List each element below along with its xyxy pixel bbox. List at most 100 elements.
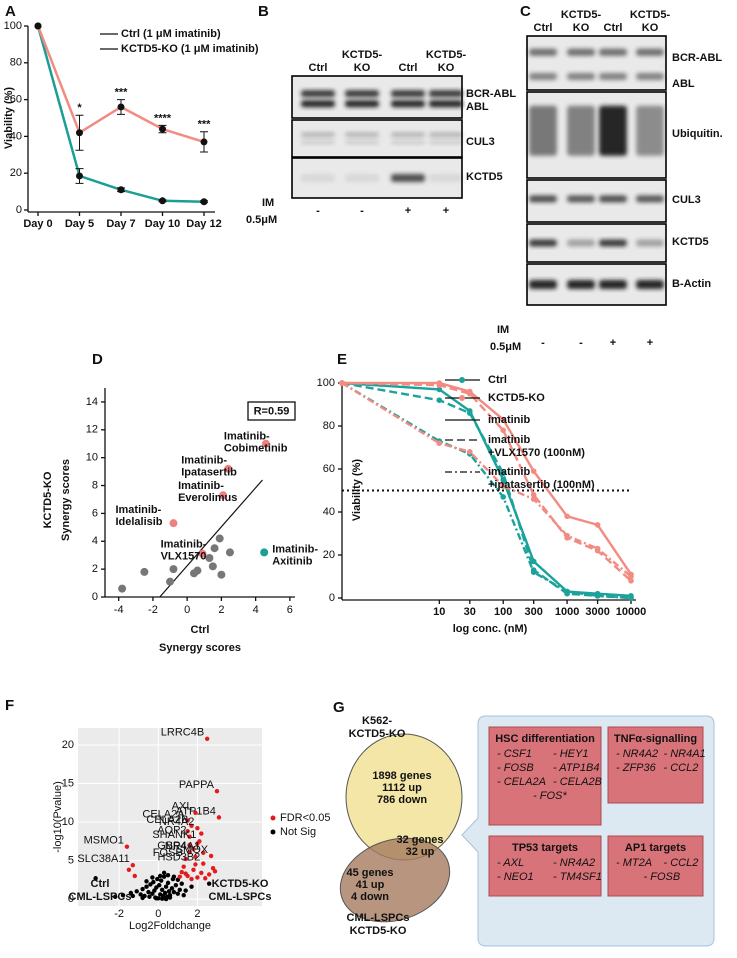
band xyxy=(567,239,595,247)
gene-set-title: AP1 targets xyxy=(625,842,686,854)
gene-name: - FOSB xyxy=(644,871,681,883)
data-point xyxy=(201,861,206,866)
lane-label: KCTD5- xyxy=(630,9,671,21)
y-tick-label: 100 xyxy=(317,377,335,389)
y-tick-label: 80 xyxy=(10,57,22,69)
treatment-sign: + xyxy=(405,205,411,217)
data-point xyxy=(628,595,634,601)
legend-marker xyxy=(270,815,276,821)
band xyxy=(599,48,627,56)
blot-panel xyxy=(526,35,667,91)
x-tick-label: 10000 xyxy=(616,606,647,618)
data-point xyxy=(134,889,139,894)
data-point xyxy=(161,874,167,879)
gene-label: CELA2B xyxy=(146,814,188,826)
data-point xyxy=(219,491,228,500)
data-point xyxy=(564,532,570,539)
up-count: 1112 up xyxy=(382,782,422,794)
data-point xyxy=(466,449,473,455)
data-point xyxy=(530,468,537,474)
gene-name: - TM4SF1 xyxy=(553,871,602,883)
legend-label: KCTD5-KO xyxy=(488,392,545,404)
legend-label: Not Sig xyxy=(280,826,316,838)
gene-name: - FOS* xyxy=(533,790,567,802)
data-point xyxy=(162,890,168,896)
band xyxy=(529,280,557,289)
band xyxy=(567,105,595,156)
data-point xyxy=(193,854,198,859)
series-line xyxy=(341,381,632,582)
data-point xyxy=(436,440,443,447)
data-point xyxy=(224,464,233,473)
data-point xyxy=(195,841,200,846)
band-label: BCR-ABL xyxy=(466,88,516,100)
y-tick-label: 20 xyxy=(10,167,22,179)
gene-label: PAPPA xyxy=(179,779,215,791)
data-point xyxy=(173,882,179,888)
gene-name: - CELA2B xyxy=(553,776,602,788)
lane-label: Ctrl xyxy=(399,62,418,74)
set-name: KCTD5-KO xyxy=(350,925,407,937)
data-point xyxy=(628,573,634,580)
band xyxy=(345,174,379,182)
plot-background xyxy=(78,728,262,906)
gene-name: - NR4A2 xyxy=(616,748,658,760)
data-point xyxy=(171,874,177,879)
x-tick-label: Day 12 xyxy=(186,218,221,230)
band xyxy=(345,140,379,145)
band-label: BCR-ABL xyxy=(672,52,722,64)
band xyxy=(429,90,463,98)
y-tick-label: 40 xyxy=(323,506,335,518)
data-point xyxy=(200,138,208,146)
data-point xyxy=(163,884,169,889)
data-point xyxy=(214,788,220,794)
gene-label: SMOX xyxy=(176,844,209,856)
data-point xyxy=(216,815,222,820)
x-axis-title: Synergy scores xyxy=(159,642,241,654)
treatment-sign: + xyxy=(647,337,653,349)
data-point xyxy=(76,172,83,180)
panel-label: B xyxy=(258,3,269,20)
legend-marker xyxy=(459,377,465,383)
data-point xyxy=(594,593,601,599)
x-axis-title: log conc. (nM) xyxy=(453,623,528,635)
point-label: Imatinib- xyxy=(272,543,318,555)
data-point xyxy=(206,881,212,886)
gene-name: - CSF1 xyxy=(497,748,532,760)
band xyxy=(599,73,627,80)
x-axis-title: Ctrl xyxy=(191,624,210,636)
data-point xyxy=(158,878,164,883)
data-point xyxy=(530,569,537,575)
legend-label: +VLX1570 (100nM) xyxy=(488,447,585,459)
up-count: 41 up xyxy=(356,879,385,891)
gene-set-box xyxy=(488,726,602,826)
data-point xyxy=(530,496,537,502)
x-tick-label: -2 xyxy=(148,604,158,616)
data-point xyxy=(260,548,269,557)
lane-label: Ctrl xyxy=(309,62,328,74)
legend-marker xyxy=(459,395,465,401)
data-point xyxy=(177,887,182,893)
series-line xyxy=(341,381,632,598)
set-name: K562- xyxy=(362,715,392,727)
band xyxy=(391,140,425,145)
set-name: CML-LSPCs xyxy=(347,912,410,924)
data-point xyxy=(466,410,473,416)
gene-label: NR4A2 xyxy=(159,816,194,828)
data-point xyxy=(187,842,192,848)
data-point xyxy=(261,439,270,448)
gene-label: AXL xyxy=(172,801,193,813)
data-point xyxy=(34,22,42,30)
lane-label: KO xyxy=(438,62,455,74)
series-line xyxy=(341,381,632,578)
band-label: KCTD5 xyxy=(466,171,503,183)
data-point xyxy=(179,881,184,886)
y-tick-label: 8 xyxy=(92,479,98,491)
band-label: ABL xyxy=(466,101,489,113)
band xyxy=(529,195,557,203)
y-tick-label: 14 xyxy=(86,396,98,408)
panel-label: E xyxy=(337,351,347,368)
data-point xyxy=(500,470,507,477)
significance: *** xyxy=(115,87,129,99)
gene-set-box xyxy=(607,726,704,804)
